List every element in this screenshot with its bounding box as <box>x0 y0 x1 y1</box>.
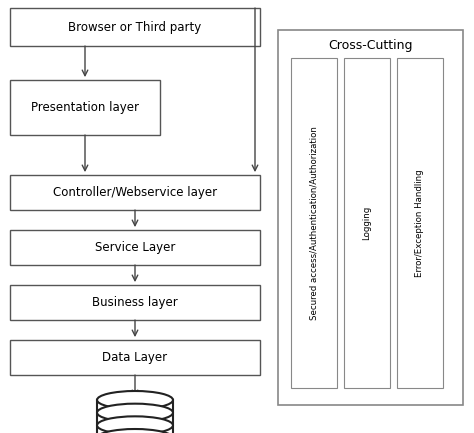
Text: Service Layer: Service Layer <box>95 241 175 254</box>
Bar <box>10 285 260 320</box>
Bar <box>10 80 160 135</box>
Text: Error/Exception Handling: Error/Exception Handling <box>416 169 425 277</box>
Bar <box>397 58 443 388</box>
Text: Browser or Third party: Browser or Third party <box>68 20 201 33</box>
Bar <box>10 175 260 210</box>
Text: Cross-Cutting: Cross-Cutting <box>328 39 413 52</box>
Text: Logging: Logging <box>363 206 372 240</box>
Text: Data Layer: Data Layer <box>102 351 168 364</box>
Ellipse shape <box>97 404 173 422</box>
Bar <box>278 30 463 405</box>
Text: Secured access/Authentication/Authorization: Secured access/Authentication/Authorizat… <box>310 126 319 320</box>
Text: Business layer: Business layer <box>92 296 178 309</box>
Ellipse shape <box>97 391 173 409</box>
Bar <box>97 400 173 433</box>
Text: Controller/Webservice layer: Controller/Webservice layer <box>53 186 217 199</box>
Ellipse shape <box>97 429 173 433</box>
Bar <box>344 58 390 388</box>
Bar <box>291 58 337 388</box>
Ellipse shape <box>97 417 173 433</box>
Bar <box>10 230 260 265</box>
Bar <box>10 340 260 375</box>
Text: Presentation layer: Presentation layer <box>31 101 139 114</box>
Bar <box>10 8 260 46</box>
